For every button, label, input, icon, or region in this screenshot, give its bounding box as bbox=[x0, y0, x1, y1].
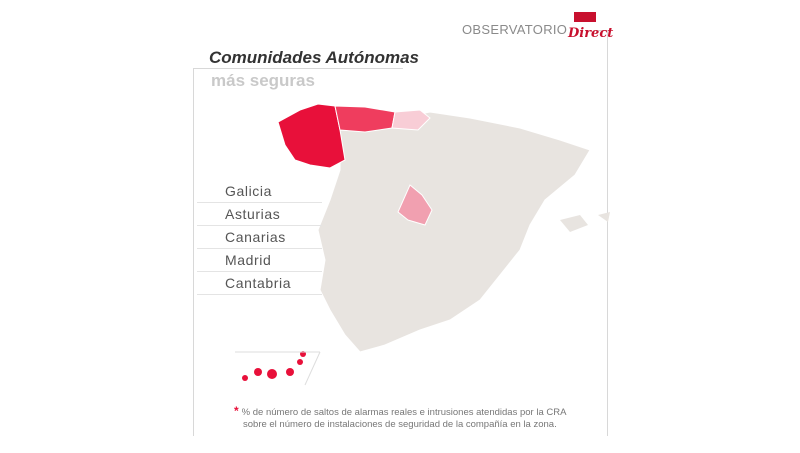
brand-name: OBSERVATORIO bbox=[462, 22, 568, 37]
footnote-line2: sobre el número de instalaciones de segu… bbox=[243, 419, 557, 430]
frame-right bbox=[607, 30, 608, 436]
title-line1: Comunidades Autónomas bbox=[209, 48, 419, 67]
footnote: *% de número de saltos de alarmas reales… bbox=[234, 405, 566, 431]
ranking-item: Galicia bbox=[197, 180, 322, 203]
logo bbox=[574, 12, 596, 22]
region-asturias bbox=[334, 105, 396, 133]
ranking-item: Cantabria bbox=[197, 272, 322, 295]
canarias-frame-diag bbox=[304, 351, 321, 386]
asterisk-icon: * bbox=[234, 404, 239, 418]
frame-top-right bbox=[597, 30, 607, 31]
frame-left bbox=[193, 68, 194, 436]
ranking-item: Madrid bbox=[197, 249, 322, 272]
footnote-line1: % de número de saltos de alarmas reales … bbox=[241, 407, 567, 418]
region-base bbox=[317, 111, 591, 353]
region-galicia bbox=[277, 103, 346, 169]
frame-top bbox=[193, 68, 403, 69]
ranking-item: Canarias bbox=[197, 226, 322, 249]
region-cantabria bbox=[391, 109, 431, 131]
logo-script: Direct bbox=[568, 26, 614, 41]
ranking-item: Asturias bbox=[197, 203, 322, 226]
title-line2: más seguras bbox=[211, 71, 315, 90]
region-balearics bbox=[560, 215, 588, 232]
region-canarias bbox=[242, 351, 306, 381]
region-madrid bbox=[397, 184, 433, 226]
region-balearics2 bbox=[598, 212, 610, 222]
ranking-list: Galicia Asturias Canarias Madrid Cantabr… bbox=[197, 180, 322, 295]
